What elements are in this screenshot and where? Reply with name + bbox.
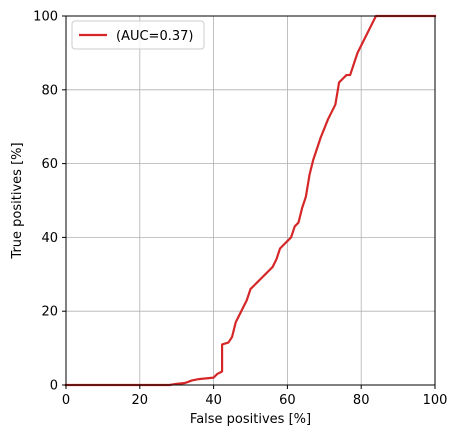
x-axis-label: False positives [%]	[190, 412, 311, 427]
y-tick-label-2: 40	[41, 231, 58, 246]
y-axis-label: True positives [%]	[10, 142, 25, 259]
grid-lines	[66, 16, 435, 385]
x-tick-label-0: 0	[62, 393, 70, 408]
x-axis-ticks: 0 20 40 60 80 100	[62, 385, 448, 408]
plot-area	[66, 16, 435, 385]
x-tick-label-3: 60	[279, 393, 296, 408]
x-tick-label-5: 100	[423, 393, 448, 408]
y-tick-label-0: 0	[50, 379, 58, 394]
x-tick-label-1: 20	[132, 393, 149, 408]
legend-entry-auc: (AUC=0.37)	[116, 29, 193, 44]
y-tick-label-3: 60	[41, 157, 58, 172]
y-tick-label-5: 100	[33, 10, 58, 25]
series-layer	[64, 14, 437, 387]
y-tick-label-1: 20	[41, 305, 58, 320]
legend: (AUC=0.37)	[71, 20, 205, 50]
roc-curve-line	[64, 14, 437, 387]
legend-box	[71, 20, 205, 50]
y-tick-label-4: 80	[41, 83, 58, 98]
x-tick-label-4: 80	[353, 393, 370, 408]
y-axis-ticks: 0 20 40 60 80 100	[33, 10, 66, 394]
x-tick-label-2: 40	[205, 393, 222, 408]
plot-frame	[65, 15, 436, 386]
